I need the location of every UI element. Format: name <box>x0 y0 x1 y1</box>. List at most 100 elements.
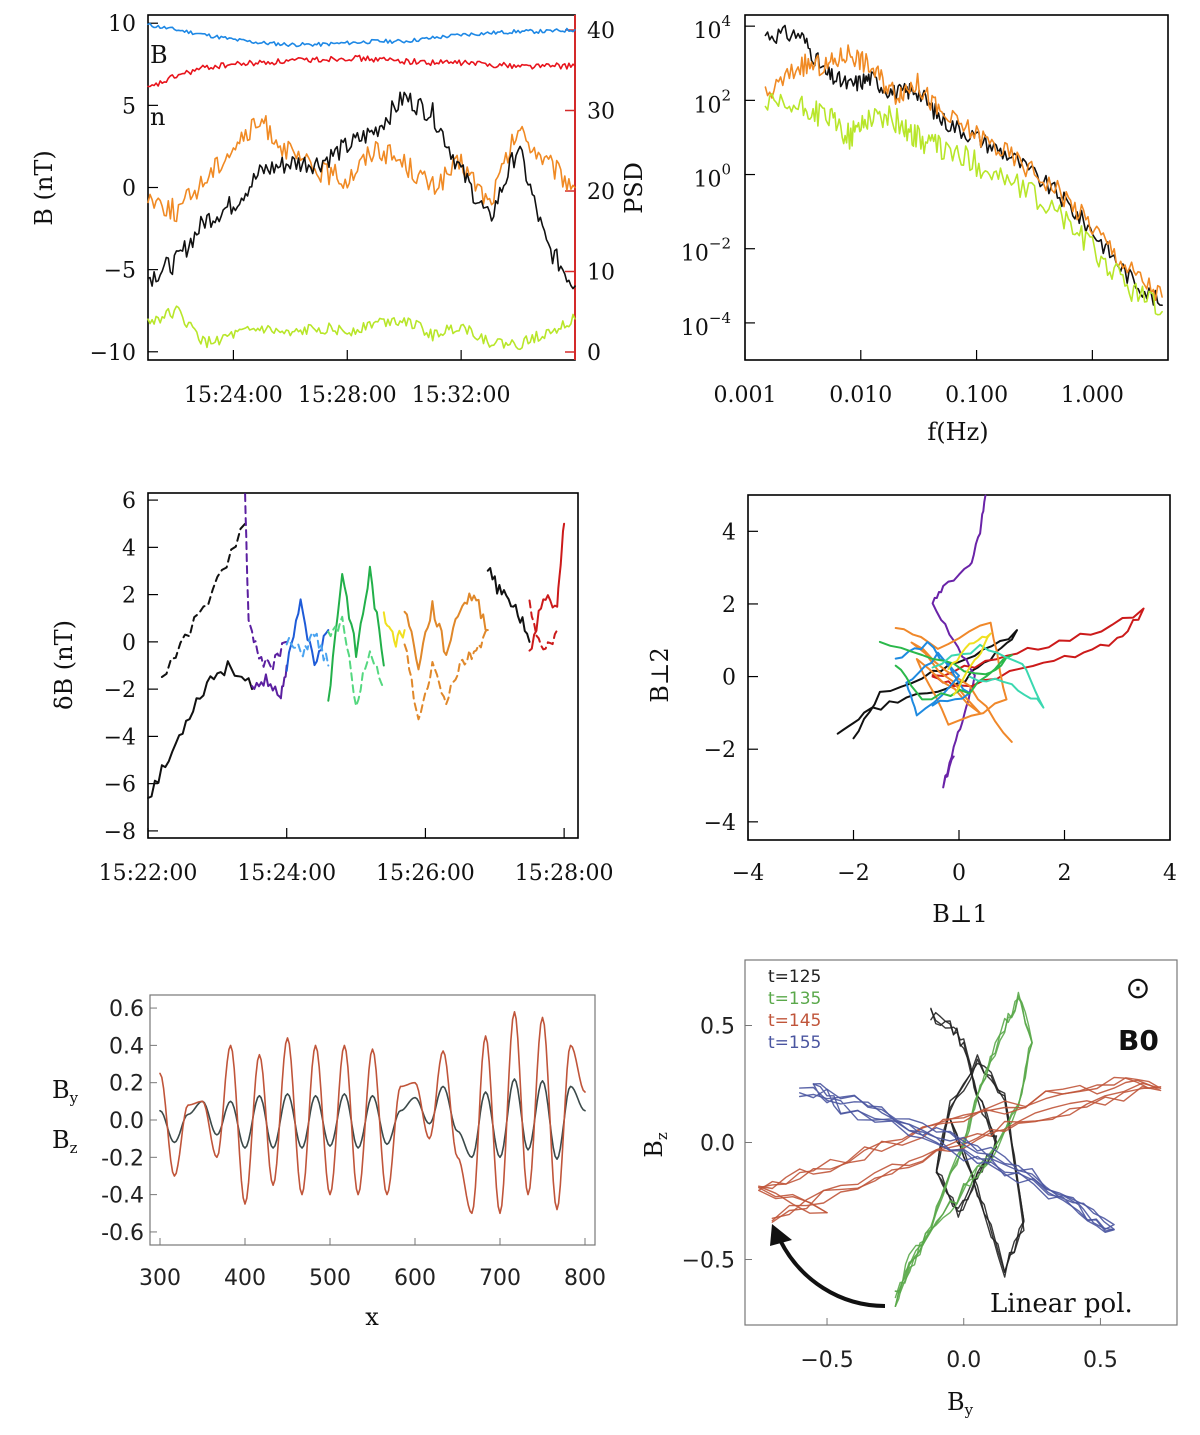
series-line-seg3 <box>285 598 330 672</box>
series-line-t=125 <box>930 1008 1025 1278</box>
xtick-label: 15:24:00 <box>237 861 336 886</box>
series-line-seg2 <box>251 664 288 700</box>
series-line-Bz <box>147 305 576 351</box>
xtick-label: −2 <box>837 861 869 886</box>
xtick-label: 0.010 <box>829 383 892 408</box>
series-line-orange <box>894 621 1013 743</box>
series-line-Bx <box>764 44 1163 301</box>
ytick-label: 10−4 <box>681 309 731 341</box>
series-line-t=135 <box>894 995 1033 1307</box>
xtick-label: 15:22:00 <box>99 861 198 886</box>
xtick-label: 600 <box>394 1266 436 1291</box>
ytick-label: 0.6 <box>109 997 144 1022</box>
series-line-blue <box>894 641 971 717</box>
xtick-label: 0.0 <box>946 1348 981 1373</box>
timeseries-chart: 15:24:00 15:28:00 15:32:00 10 5 0 −5 −10 40 30 20 1… <box>30 12 648 408</box>
xtick-label: 300 <box>139 1266 181 1291</box>
series-line-t=125 <box>930 1011 1025 1274</box>
series-line-seg8-dashed <box>528 599 559 651</box>
ytick-label: -0.6 <box>101 1221 144 1246</box>
xtick-label: 400 <box>224 1266 266 1291</box>
ytick-label: 10 <box>108 12 136 37</box>
xtick-label: 800 <box>564 1266 606 1291</box>
rotation-arrow-icon <box>778 1239 886 1308</box>
xtick-label: 2 <box>1058 861 1072 886</box>
ytick-label: 4 <box>722 520 736 545</box>
timeseries-ylabel: B (nT) <box>30 150 58 225</box>
series-line-seg8 <box>528 522 566 652</box>
sim-hodogram-chart: −0.5 0.0 0.5 0.5 0.0 −0.5 t=125t=135t=145t=15… <box>640 959 1178 1419</box>
series-line-seg6 <box>403 592 489 671</box>
series-line-n <box>147 54 576 88</box>
xtick-label: −4 <box>732 861 764 886</box>
ytick-label: 0.4 <box>109 1034 144 1059</box>
series-line-By <box>159 1078 586 1160</box>
ytick-label: 0 <box>722 666 736 691</box>
arrowhead-icon <box>770 1224 792 1246</box>
y2tick-label: 40 <box>587 19 615 44</box>
legend-entry: t=155 <box>768 1033 821 1053</box>
series-line-t=155 <box>799 1083 1115 1230</box>
xtick-label: 15:28:00 <box>515 861 614 886</box>
xtick-label: 0.001 <box>714 383 777 408</box>
ytick-label: −0.5 <box>682 1248 735 1273</box>
hodogram-chart: −4 −2 0 2 4 4 2 0 −2 −4 B⊥1 B⊥2 <box>646 494 1177 928</box>
xtick-label: 0.5 <box>1083 1348 1118 1373</box>
xtick-label: 0.100 <box>945 383 1008 408</box>
simulation-frame <box>149 994 596 1246</box>
ytick-label: 0 <box>122 177 136 202</box>
deltab-frame <box>147 492 579 839</box>
ytick-label: 100 <box>693 161 731 193</box>
series-line-seg4 <box>327 565 385 702</box>
xtick-label: 15:26:00 <box>376 861 475 886</box>
series-line-Bz <box>764 92 1163 316</box>
ytick-label: −5 <box>104 259 136 284</box>
y2tick-label: 10 <box>587 261 615 286</box>
ytick-label: −2 <box>704 738 736 763</box>
series-line-t=145 <box>758 1077 1162 1223</box>
ytick-label: 0 <box>122 631 136 656</box>
ytick-label: 0.0 <box>109 1109 144 1134</box>
ytick-label: −10 <box>90 341 136 366</box>
xtick-label: 15:32:00 <box>412 383 511 408</box>
xtick-label: 15:28:00 <box>298 383 397 408</box>
ytick-label: −8 <box>104 820 136 845</box>
y2tick-label: 30 <box>587 100 615 125</box>
sim-hodogram-xlabel: By <box>947 1388 974 1419</box>
ytick-label: 0.2 <box>109 1072 144 1097</box>
ytick-label: -0.4 <box>101 1184 144 1209</box>
ytick-label: 6 <box>122 489 136 514</box>
series-line-cyan <box>931 643 1045 709</box>
ytick-label: 2 <box>122 584 136 609</box>
series-line-|B| <box>147 22 576 48</box>
series-line-t=145 <box>758 1076 1162 1222</box>
legend-entry: t=125 <box>768 967 821 987</box>
series-line-seg4-dashed <box>327 615 385 708</box>
ytick-label: -0.2 <box>101 1146 144 1171</box>
series-line-seg1-dashed <box>160 522 247 678</box>
ytick-label: −6 <box>104 773 136 798</box>
sim-hodogram-ylabel: Bz <box>640 1132 671 1158</box>
xtick-label: 1.000 <box>1061 383 1124 408</box>
xtick-label: 4 <box>1163 861 1177 886</box>
y2tick-label: 20 <box>587 180 615 205</box>
ytick-label: −2 <box>104 678 136 703</box>
series-line-Bz <box>159 1011 586 1215</box>
ytick-label: −4 <box>104 725 136 750</box>
series-line-seg7 <box>486 567 531 643</box>
ytick-label: −4 <box>704 811 736 836</box>
xtick-label: −0.5 <box>800 1348 853 1373</box>
simulation-legend-by: By <box>52 1076 79 1107</box>
xtick-label: 700 <box>479 1266 521 1291</box>
ytick-label: 4 <box>122 536 136 561</box>
series-line-seg5 <box>382 611 406 648</box>
series-line-seg2-dashed <box>244 493 288 671</box>
ytick-label: 0.0 <box>700 1132 735 1157</box>
b0-circle-dot: ⊙ <box>1125 971 1150 1006</box>
xtick-label: 500 <box>309 1266 351 1291</box>
psd-frame <box>744 14 1169 361</box>
annotation-B: B <box>150 41 168 69</box>
series-line-black <box>836 629 1018 740</box>
ytick-label: 102 <box>693 86 731 118</box>
timeseries-y2label: PSD <box>620 162 648 214</box>
